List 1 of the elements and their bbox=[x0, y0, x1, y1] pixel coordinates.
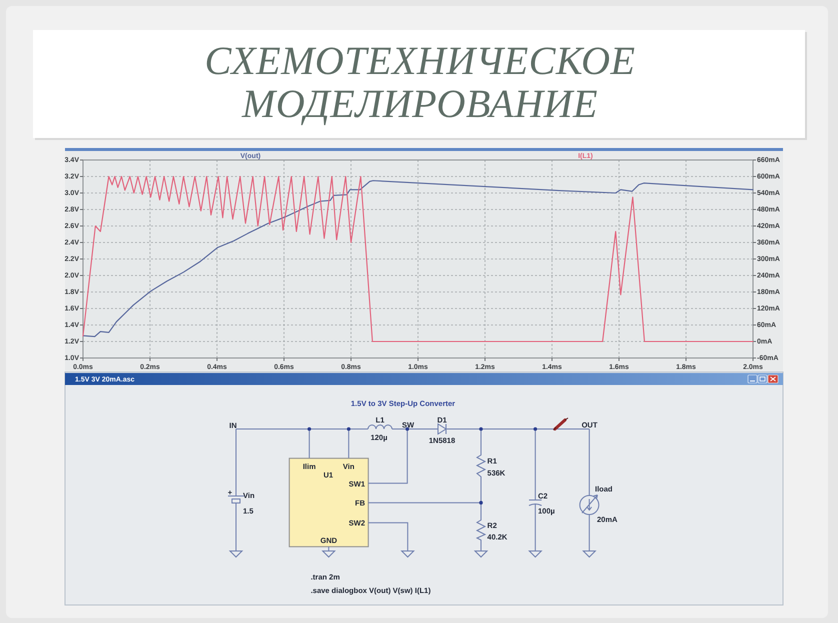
chart-title: СХЕМОТЕХНИЧЕСКОЕ МОДЕЛИРОВАНИЕ bbox=[204, 38, 636, 126]
